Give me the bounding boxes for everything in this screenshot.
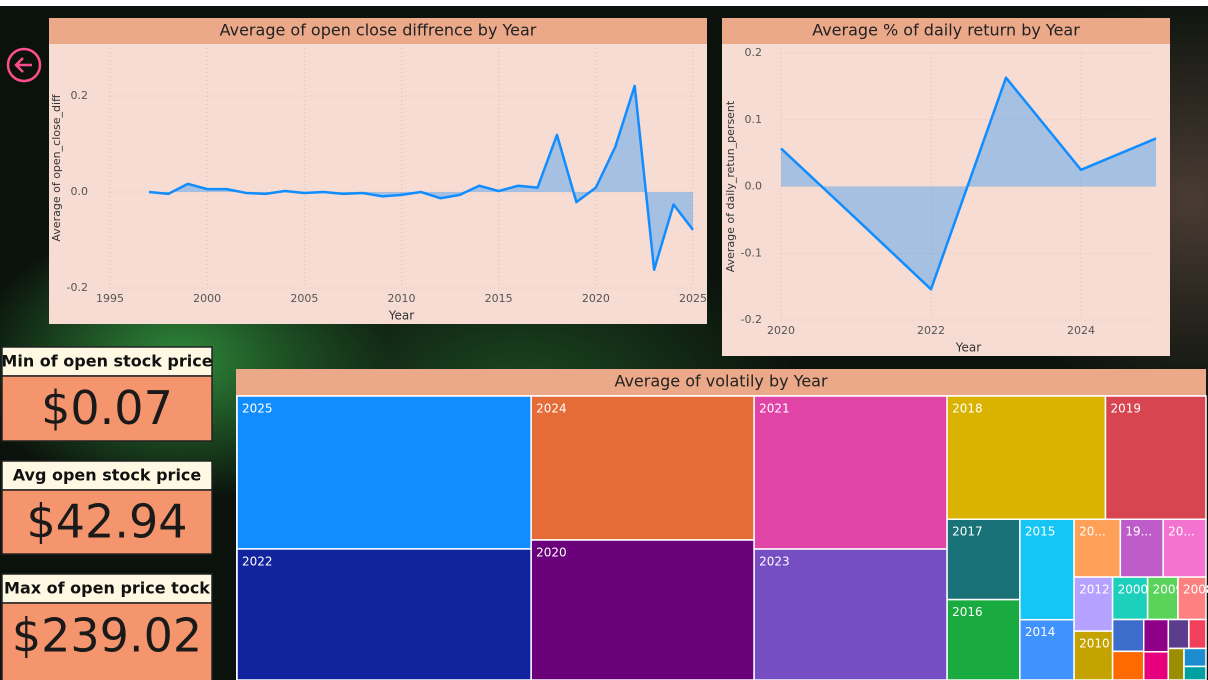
x-tick-label: 2024 [1067, 324, 1095, 337]
tile-label: 2012 [1079, 583, 1110, 597]
treemap-tile [1104, 395, 1207, 520]
treemap-tile [1111, 650, 1145, 680]
card-value-box [1, 375, 213, 442]
tile-label: 2019 [1110, 402, 1141, 416]
line [148, 84, 694, 272]
treemap-tile [1111, 576, 1149, 621]
tile-label: 20... [1079, 525, 1106, 539]
x-tick-label: 1995 [96, 292, 124, 305]
back-button[interactable] [6, 47, 42, 83]
card-title-box [1, 573, 213, 604]
tile-label: 2025 [242, 402, 273, 416]
y-tick-label: -0.2 [67, 281, 88, 294]
card-value: $239.02 [12, 609, 202, 663]
card-label: Max of open price tock [4, 579, 210, 598]
tile-label: 2023 [759, 555, 790, 569]
treemap-tile [1019, 618, 1075, 680]
x-tick-label: 2025 [679, 292, 707, 305]
treemap-tile [1167, 647, 1185, 680]
card-value: $0.07 [41, 381, 173, 435]
title-bar [49, 18, 707, 44]
treemap-tile [1073, 518, 1122, 578]
treemap-tile [1142, 618, 1170, 653]
tile-label: 2018 [952, 402, 983, 416]
treemap-tile [530, 539, 755, 680]
treemap-tile [1142, 651, 1170, 680]
treemap-tile [1146, 576, 1179, 621]
y-tick-label: 0.1 [745, 113, 763, 126]
tile-label: 19... [1125, 525, 1152, 539]
title-bar [722, 18, 1170, 44]
treemap-tile [946, 598, 1021, 680]
area-fill [781, 77, 1156, 290]
treemap-tile [1073, 576, 1114, 632]
treemap-tile [1188, 618, 1207, 650]
ribbon-strip [0, 0, 1208, 6]
y-axis-title: Average of open_close_diff [50, 94, 63, 242]
treemap-tile [1183, 647, 1207, 668]
treemap-tile [1111, 618, 1145, 653]
y-tick-label: 0.0 [745, 180, 763, 193]
treemap-tile [1183, 665, 1207, 680]
treemap-tile [946, 518, 1021, 601]
card-label: Min of open stock price [1, 352, 212, 371]
card-title-box [1, 346, 213, 377]
panel [49, 18, 707, 324]
x-tick-label: 2020 [582, 292, 610, 305]
treemap-tile [946, 395, 1107, 520]
tile-label: 2009 [1153, 583, 1184, 597]
y-tick-label: 0.2 [745, 46, 763, 59]
x-tick-label: 2010 [388, 292, 416, 305]
y-tick-label: -0.2 [741, 313, 762, 326]
x-tick-label: 2000 [193, 292, 221, 305]
treemap-tile [753, 548, 948, 680]
card-value: $42.94 [27, 495, 188, 549]
y-tick-label: 0.0 [71, 185, 89, 198]
line [780, 76, 1157, 291]
tile-label: 2000 [1118, 583, 1149, 597]
treemap-tile [236, 395, 532, 550]
tile-label: 2015 [1025, 525, 1056, 539]
x-tick-label: 2022 [917, 324, 945, 337]
card-value-box [1, 602, 213, 680]
tile-label: 20... [1168, 525, 1195, 539]
card-title-box [1, 460, 213, 491]
card-value-box [1, 489, 213, 555]
x-tick-label: 2015 [485, 292, 513, 305]
card-label: Avg open stock price [13, 466, 202, 485]
chart-title: Average of volatily by Year [614, 372, 828, 391]
treemap-tile [1162, 518, 1207, 578]
treemap-tile [530, 395, 755, 541]
tile-label: 2014 [1025, 625, 1056, 639]
x-tick-label: 2005 [290, 292, 318, 305]
chart-title: Average % of daily return by Year [812, 21, 1080, 40]
y-tick-label: 0.2 [71, 89, 89, 102]
tile-label: 2020 [536, 546, 567, 560]
tile-label: 2021 [759, 402, 790, 416]
x-axis-title: Year [388, 309, 414, 323]
chart-title: Average of open close diffrence by Year [220, 21, 537, 40]
treemap-tile [753, 395, 948, 550]
y-axis-title: Average of daily_retun_persent [724, 100, 737, 272]
tile-label: 2010 [1079, 637, 1110, 651]
tile-label: 2016 [952, 605, 983, 619]
tile-label: 2022 [242, 554, 273, 568]
treemap-tile [236, 548, 532, 680]
treemap-tile [1177, 576, 1207, 621]
x-axis-title: Year [955, 341, 981, 355]
y-tick-label: -0.1 [741, 246, 762, 259]
tile-label: 2017 [952, 525, 983, 539]
tile-label: 2024 [536, 402, 567, 416]
x-tick-label: 2020 [767, 324, 795, 337]
tile-label: 2008 [1183, 583, 1208, 597]
treemap-tile [1167, 618, 1190, 650]
title-bar [236, 369, 1206, 395]
